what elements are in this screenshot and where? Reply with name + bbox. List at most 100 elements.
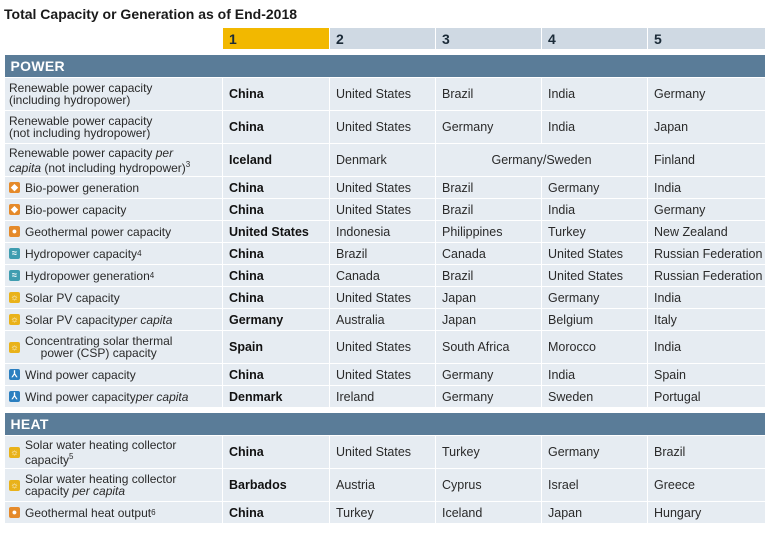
- rank-2-header: 2: [329, 28, 436, 49]
- hydropower-icon: ≈: [9, 270, 20, 281]
- rank-3-cell: Cyprus: [435, 468, 542, 502]
- table-row: ≈ Hydropower generation 4 China Canada Bra…: [4, 264, 765, 287]
- rank-4-cell: Germany: [541, 176, 648, 199]
- rank-1-cell: China: [222, 264, 330, 287]
- rank-1-cell: China: [222, 501, 330, 523]
- rank-5-cell: Greece: [647, 468, 765, 502]
- rank-3-cell: Brazil: [435, 198, 542, 221]
- table-row: Renewable power capacity per capita (not …: [4, 143, 765, 177]
- rank-5-cell: Germany: [647, 77, 765, 111]
- rank-4-cell: Japan: [541, 501, 648, 523]
- rank-1-cell: China: [222, 198, 330, 221]
- rank-1-header: 1: [222, 28, 330, 49]
- rank-4-cell: Sweden: [541, 385, 648, 407]
- row-label: ☼ Solar water heating collector capacity p…: [4, 468, 223, 502]
- rank-2-cell: Ireland: [329, 385, 436, 407]
- rank-5-header: 5: [647, 28, 765, 49]
- bio-power-icon: ◆: [9, 182, 20, 193]
- solar-icon: ☼: [9, 341, 20, 353]
- rank-3-cell: Germany: [435, 363, 542, 386]
- rank-3-cell: Germany: [435, 385, 542, 407]
- rank-5-cell: Portugal: [647, 385, 765, 407]
- row-label: ⅄ Wind power capacity per capita: [4, 385, 223, 407]
- rank-5-cell: Finland: [647, 143, 765, 177]
- rank-5-cell: Spain: [647, 363, 765, 386]
- row-label: ☼ Solar PV capacity per capita: [4, 308, 223, 331]
- rank-5-cell: India: [647, 176, 765, 199]
- rank-3-cell: Canada: [435, 242, 542, 265]
- row-label: ● Geothermal power capacity: [4, 220, 223, 243]
- rank-2-cell: United States: [329, 176, 436, 199]
- row-label: ◆ Bio-power generation: [4, 176, 223, 199]
- rank-3-cell: Brazil: [435, 77, 542, 111]
- rank-1-cell: Denmark: [222, 385, 330, 407]
- wind-icon: ⅄: [9, 369, 20, 380]
- rank-4-cell: Turkey: [541, 220, 648, 243]
- table-row: ⅄ Wind power capacity per capita Denmark …: [4, 385, 765, 407]
- table-row: ● Geothermal heat output 6 China Turkey Ic…: [4, 501, 765, 523]
- geothermal-icon: ●: [9, 226, 20, 237]
- rank-3-cell: Philippines: [435, 220, 542, 243]
- rank-5-cell: New Zealand: [647, 220, 765, 243]
- table-row: ◆ Bio-power capacity China United States …: [4, 198, 765, 221]
- rank-2-cell: Turkey: [329, 501, 436, 523]
- solar-icon: ☼: [9, 446, 20, 458]
- rank-1-cell: China: [222, 242, 330, 265]
- rank-1-cell: China: [222, 363, 330, 386]
- rank-5-cell: Brazil: [647, 435, 765, 469]
- row-label: ◆ Bio-power capacity: [4, 198, 223, 221]
- rank-2-cell: Canada: [329, 264, 436, 287]
- rank-2-cell: Austria: [329, 468, 436, 502]
- rank-2-cell: United States: [329, 286, 436, 309]
- rank-5-cell: Hungary: [647, 501, 765, 523]
- rank-5-cell: India: [647, 330, 765, 364]
- solar-icon: ☼: [9, 314, 20, 325]
- table-row: ☼ Solar water heating collector capacity p…: [4, 468, 765, 502]
- rank-4-cell: India: [541, 363, 648, 386]
- table-row: ◆ Bio-power generation China United State…: [4, 176, 765, 199]
- rank-2-cell: United States: [329, 435, 436, 469]
- row-label: Renewable power capacity (including hydro…: [4, 77, 223, 111]
- rank-1-cell: China: [222, 77, 330, 111]
- rank-5-cell: Russian Federation: [647, 242, 765, 265]
- bio-power-icon: ◆: [9, 204, 20, 215]
- rank-3-cell: Iceland: [435, 501, 542, 523]
- rank-4-cell: Morocco: [541, 330, 648, 364]
- row-label: ⅄ Wind power capacity: [4, 363, 223, 386]
- rank-3-header: 3: [435, 28, 542, 49]
- row-label: Renewable power capacity per capita (not …: [4, 143, 223, 177]
- rank-3-cell: Japan: [435, 286, 542, 309]
- rank-2-cell: United States: [329, 77, 436, 111]
- rank-4-cell: Germany: [541, 435, 648, 469]
- solar-icon: ☼: [9, 292, 20, 303]
- rank-1-cell: Iceland: [222, 143, 330, 177]
- section-heat: HEAT: [4, 413, 765, 436]
- table-row: Renewable power capacity (not including h…: [4, 110, 765, 144]
- ranking-table: 1 2 3 4 5 POWER Renewable power capacity…: [4, 28, 765, 523]
- rank-5-cell: India: [647, 286, 765, 309]
- table-row: ☼ Solar PV capacity per capita Germany Au…: [4, 308, 765, 331]
- rank-3-cell: Brazil: [435, 264, 542, 287]
- hydropower-icon: ≈: [9, 248, 20, 259]
- table-row: ☼ Solar water heating collector capacity5 …: [4, 435, 765, 469]
- rank-1-cell: China: [222, 176, 330, 199]
- table-row: ☼ Solar PV capacity China United States J…: [4, 286, 765, 309]
- table-row: ≈ Hydropower capacity 4 China Brazil Canad…: [4, 242, 765, 265]
- rank-2-cell: United States: [329, 330, 436, 364]
- row-label: ≈ Hydropower capacity 4: [4, 242, 223, 265]
- rank-4-cell: Germany: [541, 286, 648, 309]
- rank-2-cell: United States: [329, 110, 436, 144]
- table-row: Renewable power capacity (including hydro…: [4, 77, 765, 111]
- section-power: POWER: [4, 55, 765, 78]
- solar-icon: ☼: [9, 479, 20, 491]
- rank-4-cell: India: [541, 77, 648, 111]
- header-blank: [5, 28, 223, 49]
- row-label: ● Geothermal heat output 6: [4, 501, 223, 523]
- rank-1-cell: China: [222, 286, 330, 309]
- row-label: ☼ Concentrating solar thermal power (CSP) …: [4, 330, 223, 364]
- rank-5-cell: Germany: [647, 198, 765, 221]
- rank-4-header: 4: [541, 28, 648, 49]
- rank-1-cell: China: [222, 110, 330, 144]
- rank-1-cell: Spain: [222, 330, 330, 364]
- rank-1-cell: Germany: [222, 308, 330, 331]
